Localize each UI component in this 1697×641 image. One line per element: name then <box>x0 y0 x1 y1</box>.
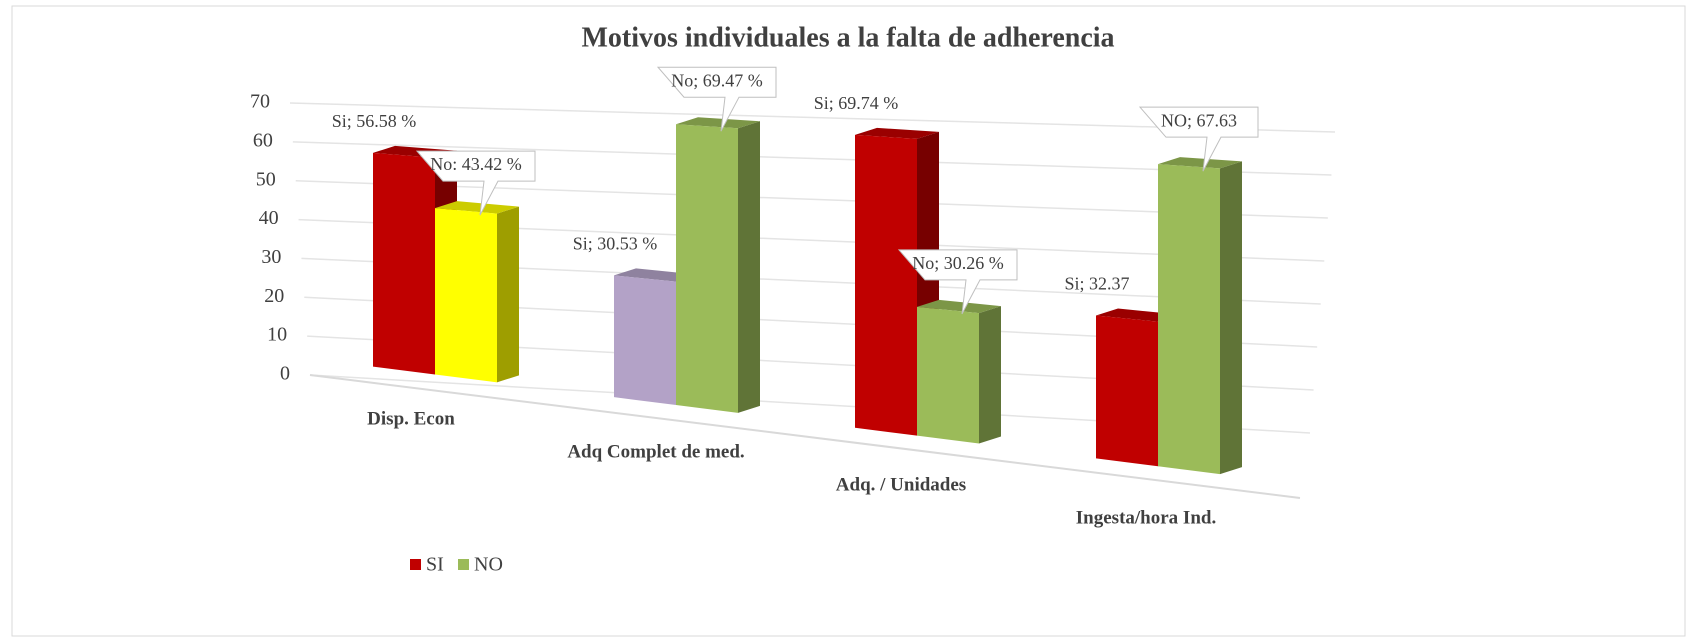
y-tick-label: 40 <box>259 207 279 229</box>
bar-front <box>676 124 738 413</box>
data-label: Si; 69.74 % <box>814 93 899 113</box>
bar <box>676 117 760 413</box>
label-callout <box>1138 106 1259 172</box>
data-label: Si; 32.37 <box>1064 274 1129 294</box>
x-tick-label: Disp. Econ <box>367 408 455 429</box>
floor-line <box>309 374 1301 499</box>
data-label: Si; 30.53 % <box>573 234 658 254</box>
bar-top <box>676 117 760 129</box>
bar-front <box>1158 164 1220 475</box>
bar-side <box>738 121 760 413</box>
y-tick-label: 60 <box>253 129 273 151</box>
y-tick-label: 70 <box>250 91 270 113</box>
data-label: No; 30.26 % <box>912 253 1004 273</box>
label-callout <box>415 150 536 216</box>
data-label: No: 43.42 % <box>430 154 522 174</box>
bar-front <box>614 275 676 406</box>
x-tick-label: Adq Complet de med. <box>567 441 744 462</box>
bar-top <box>917 299 1001 314</box>
bar <box>435 201 519 383</box>
bar-front <box>1096 315 1158 467</box>
legend-label: SI <box>426 554 444 576</box>
bar <box>1158 157 1242 475</box>
legend-label: NO <box>474 554 503 576</box>
y-tick-label: 10 <box>267 324 287 346</box>
x-tick-label: Ingesta/hora Ind. <box>1076 507 1216 528</box>
chart-title: Motivos individuales a la falta de adher… <box>581 22 1114 53</box>
y-tick-label: 50 <box>256 168 276 190</box>
chart-frame <box>11 5 1686 637</box>
bar-front <box>373 152 435 375</box>
legend-swatch <box>458 559 469 570</box>
bar-front <box>435 208 497 383</box>
data-label: No; 69.47 % <box>671 70 763 90</box>
x-tick-label: Adq. / Unidades <box>836 474 966 495</box>
bar-top <box>435 201 519 214</box>
label-callout <box>656 66 777 132</box>
bar-side <box>497 206 519 383</box>
bar-side <box>979 306 1001 444</box>
bar-top <box>855 127 939 139</box>
bar <box>917 299 1001 444</box>
bar-side <box>1220 161 1242 475</box>
y-tick-label: 30 <box>261 246 281 268</box>
bar-front <box>855 134 917 436</box>
data-label: NO; 67.63 <box>1161 110 1237 130</box>
grid-line <box>295 179 1328 219</box>
legend-swatch <box>410 559 421 570</box>
y-tick-label: 0 <box>280 363 290 385</box>
bar-top <box>1158 157 1242 169</box>
bar-front <box>917 306 979 444</box>
y-tick-label: 20 <box>264 285 284 307</box>
data-label: Si; 56.58 % <box>332 111 417 131</box>
label-callout <box>897 249 1018 315</box>
